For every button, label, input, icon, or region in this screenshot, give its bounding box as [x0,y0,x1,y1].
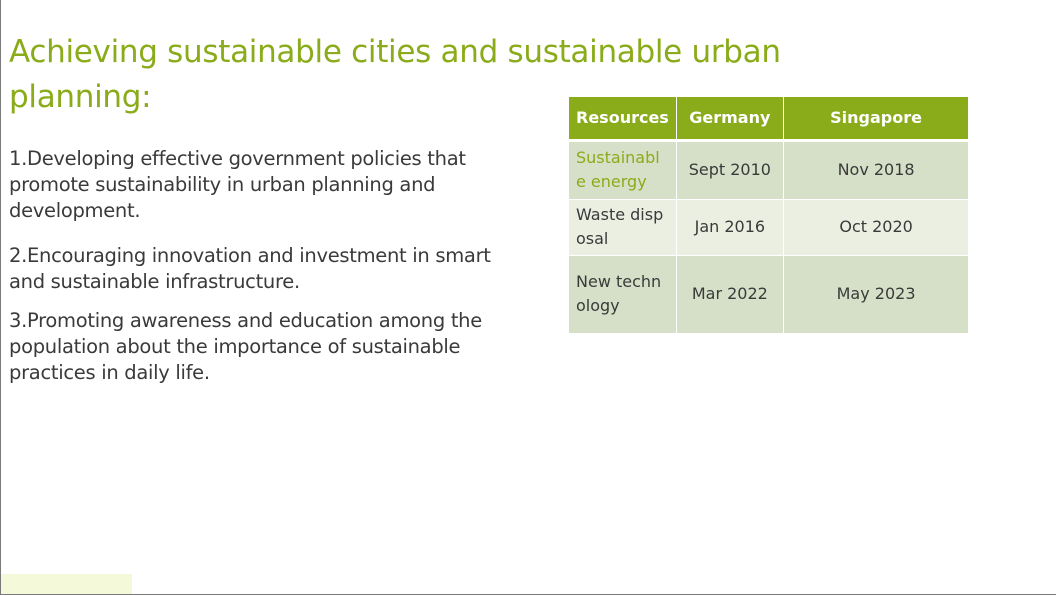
table-row: Waste disposal Jan 2016 Oct 2020 [569,199,969,256]
resources-table: Resources Germany Singapore Sustainable … [569,97,969,334]
bullet-list: 1.Developing effective government polici… [9,146,529,386]
list-item: 3.Promoting awareness and education amon… [9,309,482,384]
slide-title: Achieving sustainable cities and sustain… [9,34,781,115]
list-item: 1.Developing effective government polici… [9,147,466,222]
list-item: 2.Encouraging innovation and investment … [9,244,491,293]
table-cell: Waste disposal [569,199,677,256]
table-cell: Oct 2020 [783,199,969,256]
table-cell: Sept 2010 [676,140,784,200]
header-germany: Germany [676,97,784,142]
table-header-row: Resources Germany Singapore [569,97,969,142]
decorative-corner-bar [1,574,132,594]
table-row: Sustainable energy Sept 2010 Nov 2018 [569,140,969,200]
table-cell: Nov 2018 [783,140,969,200]
header-singapore: Singapore [783,97,969,142]
table-cell: Sustainable energy [569,140,677,200]
header-resources: Resources [569,97,677,142]
table-cell: Jan 2016 [676,199,784,256]
table-cell: May 2023 [783,255,969,334]
table-cell: New technology [569,255,677,334]
table-row: New technology Mar 2022 May 2023 [569,255,969,334]
table-cell: Mar 2022 [676,255,784,334]
